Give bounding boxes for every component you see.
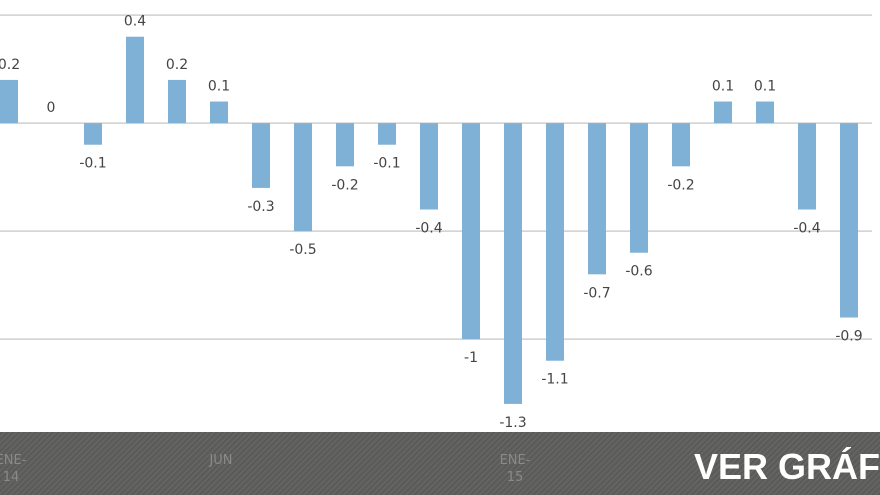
bar [840,123,858,318]
bar [252,123,270,188]
value-label: 0.1 [712,79,734,95]
bar [588,123,606,275]
value-label: 0.1 [754,79,776,95]
value-label: -1.3 [499,415,526,431]
bar [756,101,774,124]
bar [336,123,354,167]
bar [798,123,816,210]
bar [0,79,18,124]
bar [210,101,228,124]
value-label: -0.2 [667,177,694,193]
bar [84,123,102,145]
value-label: -0.4 [793,221,820,237]
bar [630,123,648,253]
value-label: -0.7 [583,285,610,301]
value-label: -0.1 [79,156,106,172]
value-label: -0.2 [331,177,358,193]
value-label: -0.9 [835,329,862,345]
value-label: -1 [464,350,478,366]
bar [168,79,186,124]
bar [714,101,732,124]
bar [504,123,522,404]
bar [462,123,480,340]
bar [294,123,312,232]
value-label: -0.6 [625,264,652,280]
value-label: -0.4 [415,221,442,237]
value-label: -0.1 [373,156,400,172]
value-label: 0.4 [124,14,146,30]
value-label: -0.3 [247,199,274,215]
bar [378,123,396,145]
value-label: 0.1 [208,79,230,95]
view-chart-button[interactable]: VER GRÁF [693,446,880,487]
bar [420,123,438,210]
value-label: 0.2 [0,57,20,73]
value-label: -1.1 [541,372,568,388]
bar [126,36,144,124]
value-label: -0.5 [289,242,316,258]
value-label: 0 [47,100,56,116]
x-tick-label: ENE- 15 [499,453,531,485]
x-tick-label: JUN [209,453,233,468]
bar [672,123,690,167]
footer-band [0,432,880,495]
bar [546,123,564,361]
value-label: 0.2 [166,57,188,73]
x-tick-label: ENE- 14 [0,453,27,485]
